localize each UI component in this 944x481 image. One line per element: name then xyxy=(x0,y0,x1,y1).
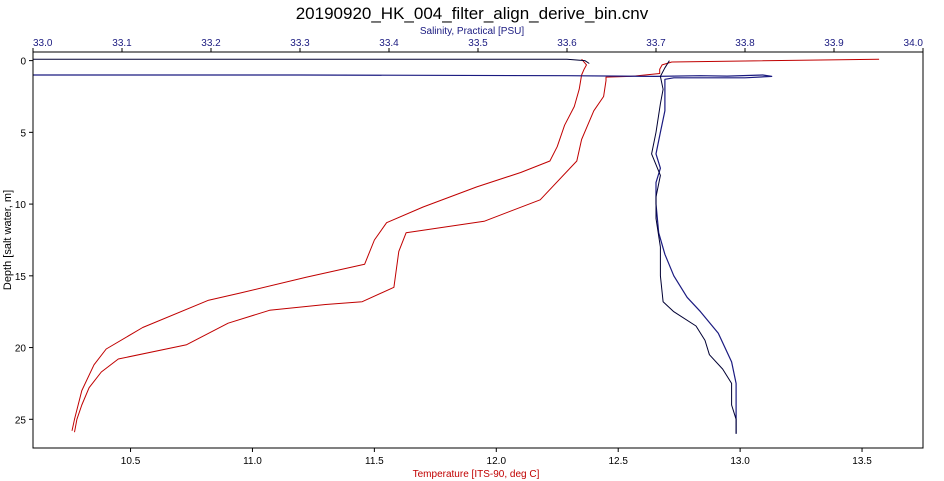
series-layer xyxy=(33,58,880,434)
temperature-profile-line-1 xyxy=(71,58,587,431)
salinity-tick-label: 33.7 xyxy=(646,38,666,49)
depth-tick-label: 0 xyxy=(20,57,26,68)
salinity-tick-label: 33.3 xyxy=(290,38,310,49)
chart-title: 20190920_HK_004_filter_align_derive_bin.… xyxy=(296,4,649,23)
salinity-tick-label: 33.2 xyxy=(201,38,221,49)
temperature-tick-label: 10.5 xyxy=(121,456,141,467)
depth-tick-label: 20 xyxy=(15,344,27,355)
temperature-tick-label: 11.0 xyxy=(243,456,262,467)
temperature-tick-label: 12.0 xyxy=(487,456,507,467)
depth-tick-label: 10 xyxy=(15,200,27,211)
salinity-tick-label: 33.1 xyxy=(112,38,132,49)
temperature-tick-label: 13.0 xyxy=(730,456,750,467)
depth-tick-label: 15 xyxy=(15,272,27,283)
salinity-tick-label: 33.5 xyxy=(468,38,488,49)
temperature-tick-label: 12.5 xyxy=(608,456,628,467)
depth-tick-label: 25 xyxy=(15,415,27,426)
temperature-axis-label: Temperature [ITS-90, deg C] xyxy=(413,469,540,480)
temperature-tick-label: 13.5 xyxy=(852,456,872,467)
salinity-profile-line-3 xyxy=(33,74,773,434)
temperature-tick-label: 11.5 xyxy=(365,456,384,467)
depth-axis-label: Depth [salt water, m] xyxy=(2,190,14,290)
salinity-tick-label: 33.9 xyxy=(824,38,844,49)
salinity-profile-line-4 xyxy=(651,60,737,434)
salinity-tick-label: 33.6 xyxy=(557,38,577,49)
salinity-tick-label: 34.0 xyxy=(904,38,924,49)
salinity-tick-label: 33.4 xyxy=(379,38,399,49)
depth-tick-label: 5 xyxy=(20,128,26,139)
salinity-profile-line-2 xyxy=(33,58,590,64)
salinity-axis-label: Salinity, Practical [PSU] xyxy=(420,26,525,37)
ticks-layer: 33.0 33.1 33.2 33.3 33.4 33.5 33.6 33.7 33.8 33.9… xyxy=(15,38,924,467)
salinity-tick-label: 33.0 xyxy=(33,38,53,49)
salinity-tick-label: 33.8 xyxy=(735,38,755,49)
temperature-profile-line-0 xyxy=(74,58,880,433)
